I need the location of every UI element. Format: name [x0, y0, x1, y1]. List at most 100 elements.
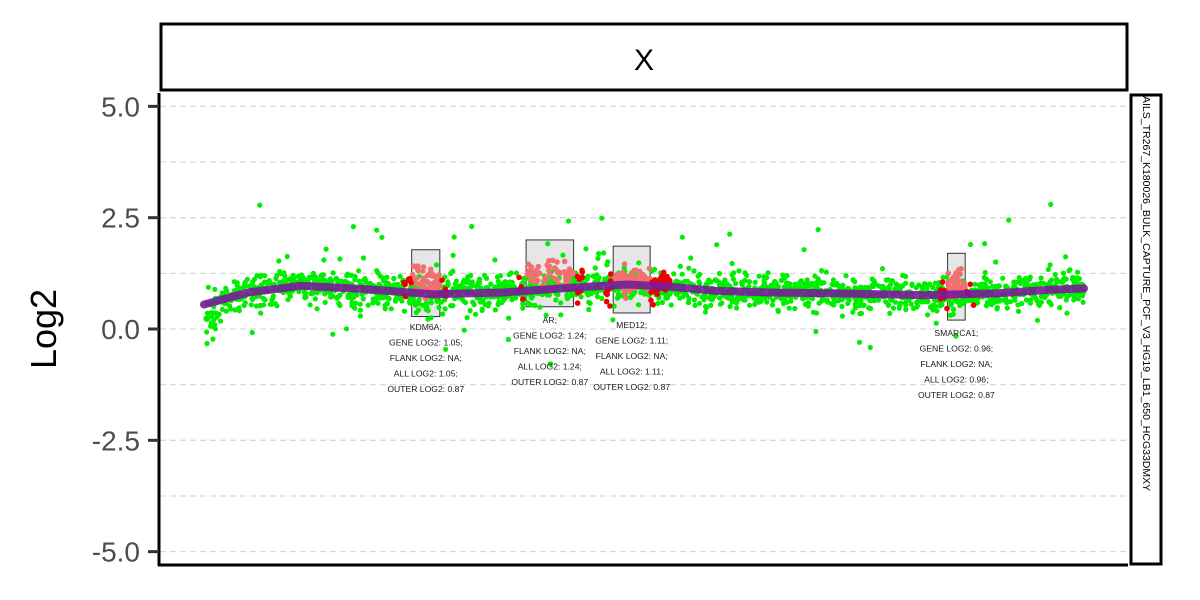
data-point: [587, 300, 593, 306]
data-point: [442, 306, 448, 312]
data-point: [309, 290, 315, 296]
flank-point: [650, 302, 656, 308]
data-point: [590, 273, 596, 279]
gene-point: [556, 269, 563, 276]
gene-point: [549, 257, 556, 264]
data-point: [685, 300, 692, 306]
data-point: [346, 292, 352, 298]
data-point: [249, 329, 255, 336]
data-point: [839, 297, 845, 303]
data-point: [1034, 317, 1041, 323]
data-point: [278, 271, 284, 277]
data-point: [843, 273, 849, 279]
data-point: [812, 273, 818, 279]
data-point: [468, 281, 474, 287]
gene-annotation-line: GENE LOG2: 1.05;: [389, 338, 463, 348]
sample-strip-clip: AILS_TR267_K180026_BULK_CAPTURE_PCF_V3_H…: [1140, 96, 1152, 491]
data-point: [879, 266, 886, 272]
data-point: [428, 300, 434, 306]
trend-line: [200, 280, 1088, 309]
data-point: [513, 270, 520, 276]
data-point: [729, 299, 735, 305]
flank-point: [661, 269, 667, 276]
data-point: [706, 278, 713, 284]
data-point: [668, 302, 674, 308]
data-point: [813, 310, 820, 316]
data-point: [1006, 217, 1012, 223]
gene-point: [946, 285, 952, 292]
data-point: [450, 268, 456, 274]
gene-point: [436, 283, 443, 289]
data-point: [416, 296, 422, 303]
data-point: [320, 277, 327, 283]
data-point: [558, 300, 564, 306]
gene-point: [409, 271, 416, 278]
data-point: [695, 273, 701, 279]
gene-point: [953, 278, 960, 285]
data-point: [850, 309, 856, 315]
data-point: [787, 281, 793, 287]
data-point: [210, 336, 216, 342]
data-point: [228, 306, 234, 312]
data-point: [1017, 280, 1023, 286]
data-point: [932, 297, 938, 303]
gene-point: [532, 279, 539, 285]
data-point: [592, 265, 598, 271]
data-point: [250, 279, 256, 285]
data-point: [205, 315, 211, 321]
gene-point: [570, 270, 576, 277]
data-point: [327, 276, 333, 282]
flank-point: [579, 267, 585, 274]
data-point: [244, 276, 250, 282]
data-point: [679, 271, 685, 277]
data-point: [729, 260, 735, 267]
gene-annotation-line: MED12;: [616, 320, 647, 330]
gene-annotation-line: OUTER LOG2: 0.87: [387, 384, 464, 394]
data-point: [1072, 294, 1078, 300]
gene-point: [621, 275, 627, 281]
gene-annotation-line: FLANK LOG2: NA;: [920, 359, 992, 369]
data-point: [553, 297, 559, 303]
data-point: [204, 329, 210, 335]
facet-strip-label: X: [634, 44, 654, 77]
data-point: [443, 346, 449, 352]
data-point: [411, 299, 417, 305]
data-point: [475, 279, 482, 285]
gene-point: [528, 271, 534, 277]
data-point: [1075, 269, 1081, 275]
data-point: [1038, 275, 1044, 281]
data-point: [913, 285, 919, 291]
gene-annotation-line: FLANK LOG2: NA;: [514, 346, 586, 356]
data-point: [839, 313, 846, 319]
data-point: [659, 299, 666, 306]
data-point: [950, 306, 957, 312]
data-point: [276, 258, 282, 264]
data-point: [692, 302, 698, 308]
data-point: [616, 292, 622, 298]
data-point: [501, 280, 507, 286]
data-point: [345, 271, 351, 277]
data-point: [993, 259, 999, 265]
gene-point: [619, 270, 625, 277]
data-point: [908, 301, 914, 307]
data-point: [727, 303, 733, 310]
data-point: [279, 279, 285, 285]
data-point: [467, 308, 473, 314]
gene-point: [961, 281, 967, 288]
data-point: [1036, 301, 1042, 307]
data-point: [479, 306, 485, 312]
data-point: [1005, 299, 1011, 305]
data-point: [1060, 277, 1066, 283]
gene-annotation-line: SMARCA1;: [934, 328, 978, 338]
data-point: [596, 251, 602, 257]
data-point: [677, 263, 683, 269]
data-point: [994, 305, 1001, 311]
gene-annotation-line: ALL LOG2: 1.24;: [518, 362, 582, 372]
gene-point: [413, 275, 420, 282]
data-point: [839, 303, 845, 310]
data-point: [301, 289, 308, 295]
data-point: [858, 298, 864, 304]
data-point: [395, 281, 401, 287]
data-point: [1000, 275, 1006, 281]
